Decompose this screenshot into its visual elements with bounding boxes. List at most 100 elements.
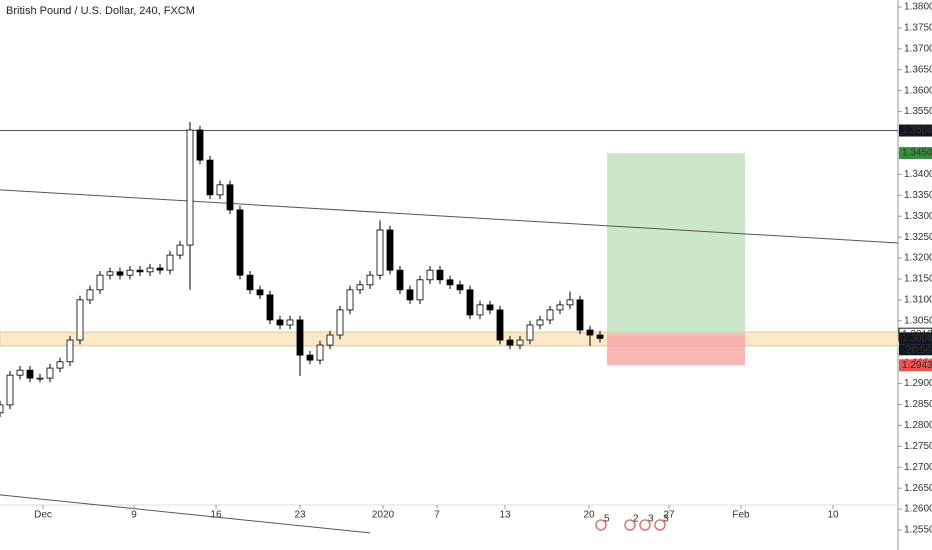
candle-body — [166, 254, 174, 271]
candle-body — [366, 274, 374, 286]
candle-body — [106, 271, 114, 276]
candle-body — [26, 369, 34, 379]
price-label-box — [899, 124, 932, 137]
candle-body — [396, 269, 404, 291]
candle-body — [186, 129, 194, 246]
x-tick-label: Feb — [732, 510, 750, 521]
candle-body — [526, 324, 534, 341]
y-tick-label: 1.28000 — [904, 420, 932, 431]
candle-body — [206, 159, 214, 196]
x-tick-label: 7 — [434, 510, 440, 521]
y-tick-label: 1.36500 — [904, 64, 932, 75]
candle-body — [356, 284, 364, 291]
x-tick-label: 27 — [663, 510, 675, 521]
candle-body — [56, 361, 64, 369]
candle-body — [116, 271, 124, 276]
candle-body — [306, 354, 314, 361]
x-tick-label: 20 — [583, 510, 595, 521]
candle-body — [576, 299, 584, 331]
candle-body — [406, 289, 414, 301]
candle-body — [596, 334, 604, 339]
candle-body — [506, 339, 514, 346]
event-icon — [595, 519, 607, 531]
event-count: 3 — [663, 514, 669, 525]
candle-body — [146, 267, 154, 273]
x-tick-label: 2020 — [372, 510, 395, 521]
price-label-box — [899, 147, 932, 160]
y-tick-label: 1.32000 — [904, 253, 932, 264]
y-tick-label: 1.33000 — [904, 211, 932, 222]
candle-body — [536, 319, 544, 326]
event-icon — [654, 519, 666, 531]
candle-body — [196, 129, 204, 161]
candle-body — [0, 404, 4, 414]
y-tick-label: 1.25500 — [904, 525, 932, 536]
candle-body — [566, 299, 574, 306]
candle-body — [546, 309, 554, 321]
candle-body — [486, 304, 494, 311]
event-icon — [639, 519, 651, 531]
candle-body — [556, 304, 564, 311]
countdown: 20:56 — [906, 345, 931, 356]
countdown-box — [899, 344, 932, 356]
price-label: 1.29436 — [902, 360, 932, 371]
y-tick-label: 1.31000 — [904, 295, 932, 306]
x-tick-label: 9 — [131, 510, 137, 521]
candle-body — [226, 184, 234, 211]
candle-body — [6, 374, 14, 406]
y-tick-label: 1.31500 — [904, 274, 932, 285]
event-icon — [624, 519, 636, 531]
candle-body — [66, 339, 74, 363]
y-tick-label: 1.35500 — [904, 106, 932, 117]
price-label-box — [899, 332, 932, 345]
candle-body — [76, 299, 84, 341]
candle-body — [346, 289, 354, 311]
candle-body — [456, 284, 464, 291]
candle-body — [156, 267, 164, 271]
price-label-box — [899, 359, 932, 372]
candle-body — [216, 184, 224, 196]
candle-body — [256, 289, 264, 296]
candle-body — [236, 209, 244, 276]
candle-body — [516, 339, 524, 346]
event-count: 5 — [604, 514, 610, 525]
candle-body — [436, 269, 444, 281]
y-tick-label: 1.27000 — [904, 462, 932, 473]
y-tick-label: 1.36000 — [904, 85, 932, 96]
candle-body — [176, 244, 184, 256]
candle-body — [276, 319, 284, 326]
event-count: 3 — [648, 514, 654, 525]
profit-zone — [607, 153, 745, 335]
trend-line — [0, 189, 899, 244]
loss-zone — [607, 334, 745, 366]
candle-body — [36, 377, 44, 380]
candle-body — [476, 304, 484, 316]
candle-body — [96, 274, 104, 291]
y-tick-label: 1.37000 — [904, 43, 932, 54]
candle-body — [386, 229, 394, 271]
candle-body — [286, 319, 294, 326]
candle-body — [16, 369, 24, 376]
candle-body — [466, 289, 474, 316]
candle-body — [136, 269, 144, 273]
y-tick-label: 1.34000 — [904, 169, 932, 180]
x-tick-label: 16 — [210, 510, 222, 521]
y-tick-label: 1.37500 — [904, 23, 932, 34]
candle-body — [296, 319, 304, 356]
x-tick-label: Dec — [34, 510, 52, 521]
candle-body — [496, 309, 504, 341]
candle-body — [266, 294, 274, 321]
y-tick-label: 1.26500 — [904, 483, 932, 494]
y-tick-label: 1.29000 — [904, 378, 932, 389]
y-tick-label: 1.26000 — [904, 504, 932, 515]
y-tick-label: 1.28500 — [904, 399, 932, 410]
candle-body — [416, 279, 424, 301]
x-tick-label: 23 — [294, 510, 306, 521]
candle-body — [86, 289, 94, 301]
price-label: 1.34508 — [902, 148, 932, 159]
y-tick-label: 1.27500 — [904, 441, 932, 452]
y-tick-label: 1.32500 — [904, 232, 932, 243]
